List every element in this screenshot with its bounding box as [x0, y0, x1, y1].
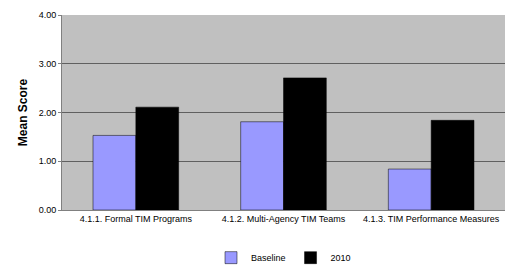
svg-text:4.1.2. Multi-Agency TIM Teams: 4.1.2. Multi-Agency TIM Teams [222, 214, 346, 224]
svg-text:Baseline: Baseline [251, 253, 286, 263]
svg-text:1.00: 1.00 [39, 156, 57, 166]
svg-text:4.00: 4.00 [39, 10, 57, 20]
svg-text:4.1.1. Formal TIM Programs: 4.1.1. Formal TIM Programs [80, 214, 193, 224]
svg-text:2.00: 2.00 [39, 108, 57, 118]
svg-text:4.1.3. TIM Performance Measure: 4.1.3. TIM Performance Measures [363, 214, 500, 224]
svg-text:Mean Score: Mean Score [16, 78, 30, 146]
svg-text:0.00: 0.00 [39, 205, 57, 215]
svg-text:2010: 2010 [331, 253, 351, 263]
svg-text:3.00: 3.00 [39, 59, 57, 69]
